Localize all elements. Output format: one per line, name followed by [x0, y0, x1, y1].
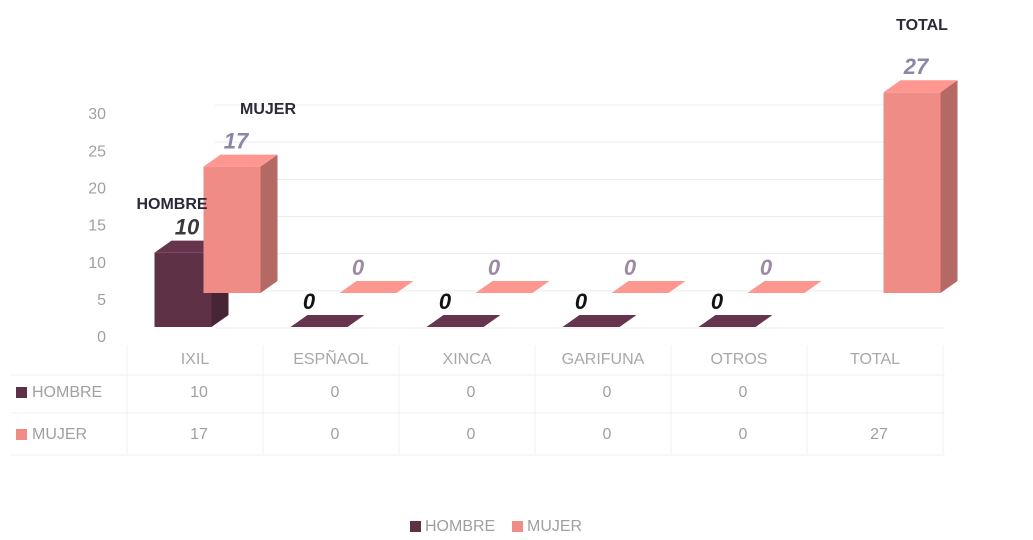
y-tick-label: 0	[97, 329, 106, 346]
x-tick-label: ESPÑAOL	[293, 348, 369, 368]
data-label: 0	[352, 255, 365, 280]
data-label: 0	[711, 289, 724, 314]
data-label: 0	[760, 255, 773, 280]
bar	[203, 166, 261, 293]
x-tick-label: OTROS	[711, 351, 768, 368]
y-tick-label: 30	[88, 106, 106, 123]
table-cell: 0	[739, 384, 748, 401]
legend-label: HOMBRE	[425, 518, 495, 535]
x-tick-label: GARIFUNA	[562, 351, 645, 368]
bar-top	[562, 315, 637, 327]
bar-top	[290, 315, 365, 327]
row-header: MUJER	[32, 426, 87, 443]
table-cell: 0	[331, 426, 340, 443]
legend-label: MUJER	[527, 518, 582, 535]
bar-side	[940, 80, 958, 293]
bar	[883, 92, 941, 293]
table-cell: 0	[603, 384, 612, 401]
data-label: 0	[439, 289, 452, 314]
table-cell: 0	[467, 426, 476, 443]
bar-top	[747, 281, 822, 293]
data-label: 0	[488, 255, 501, 280]
legend-swatch	[16, 429, 27, 440]
data-label: 27	[903, 54, 930, 79]
bar-top	[611, 281, 686, 293]
data-label: 0	[303, 289, 316, 314]
x-tick-label: IXIL	[181, 351, 210, 368]
legend-swatch	[410, 521, 421, 532]
bar-top	[339, 281, 414, 293]
table-cell: 0	[467, 384, 476, 401]
row-header: HOMBRE	[32, 384, 102, 401]
x-tick-label: TOTAL	[850, 351, 900, 368]
data-label: 0	[575, 289, 588, 314]
x-tick-label: XINCA	[443, 351, 492, 368]
bar-side	[260, 154, 278, 293]
legend-swatch	[16, 387, 27, 398]
data-label: 10	[175, 214, 200, 239]
table-cell: 0	[739, 426, 748, 443]
table-cell: 10	[190, 384, 208, 401]
y-tick-label: 25	[88, 143, 106, 160]
table-cell: 17	[190, 426, 208, 443]
bar-top	[698, 315, 773, 327]
legend-swatch	[512, 521, 523, 532]
annotation: TOTAL	[896, 17, 948, 34]
table-cell: 27	[870, 426, 888, 443]
bar-top	[883, 80, 958, 93]
y-tick-label: 20	[88, 181, 106, 198]
data-label: 17	[224, 128, 250, 153]
data-label: 0	[624, 255, 637, 280]
bar-top	[203, 154, 278, 167]
bar	[154, 252, 212, 327]
y-tick-label: 10	[88, 255, 106, 272]
annotation: HOMBRE	[136, 196, 207, 213]
y-tick-label: 5	[97, 292, 106, 309]
table-cell: 0	[603, 426, 612, 443]
bar-top	[426, 315, 501, 327]
y-tick-label: 15	[88, 218, 106, 235]
table-cell: 0	[331, 384, 340, 401]
bar-top	[475, 281, 550, 293]
annotation: MUJER	[240, 101, 296, 118]
